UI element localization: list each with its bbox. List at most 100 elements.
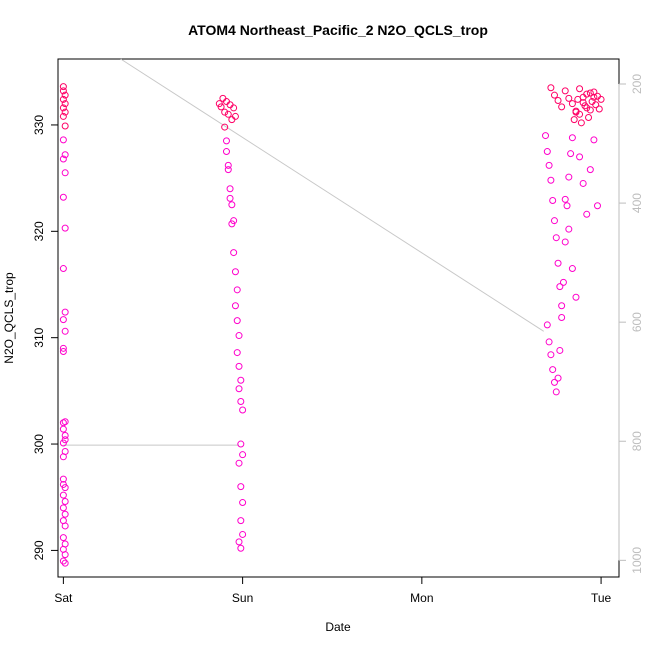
data-point (239, 451, 247, 459)
y-tick-label: 330 (32, 115, 46, 135)
data-point (61, 559, 69, 567)
data-point (576, 153, 584, 161)
data-point (59, 491, 67, 499)
data-point (568, 134, 576, 142)
y-axis: 290 300 310 320 330 (32, 115, 59, 560)
data-point (543, 321, 551, 329)
data-point (550, 378, 558, 386)
data-point (226, 194, 234, 202)
data-point (230, 249, 238, 257)
data-point (585, 114, 593, 122)
data-point (550, 217, 558, 225)
data-point (545, 161, 553, 169)
data-point (239, 499, 247, 507)
data-point (231, 268, 239, 276)
data-point (59, 453, 67, 461)
data-point (226, 185, 234, 193)
data-point (61, 169, 69, 177)
data-point (235, 362, 243, 370)
data-point (239, 406, 247, 414)
y-axis-label: N2O_QCLS_trop (2, 272, 16, 364)
data-point (561, 195, 569, 203)
data-point (59, 557, 67, 565)
data-point (235, 332, 243, 340)
data-point (221, 123, 229, 131)
data-point (61, 497, 69, 505)
data-point (59, 348, 67, 356)
data-point (231, 112, 239, 120)
data-point (549, 196, 557, 204)
data-point (559, 278, 567, 286)
chart-title: ATOM4 Northeast_Pacific_2 N2O_QCLS_trop (188, 22, 488, 38)
data-point (567, 150, 575, 158)
data-point (552, 388, 560, 396)
data-point (583, 104, 591, 112)
data-point (224, 161, 232, 169)
data-point (237, 440, 245, 448)
data-point (237, 517, 245, 525)
data-point (572, 108, 580, 116)
data-point (577, 119, 585, 127)
data-point (61, 522, 69, 530)
data-point (563, 202, 571, 210)
data-point (593, 202, 601, 210)
data-point (61, 432, 69, 440)
data-point (576, 85, 584, 93)
data-point (224, 166, 232, 174)
data-point (556, 283, 564, 291)
data-point (592, 101, 600, 109)
data-point (59, 504, 67, 512)
data-point (547, 351, 555, 359)
y-tick-label: 320 (32, 221, 46, 241)
data-point (61, 108, 69, 116)
y2-tick-label: 600 (630, 312, 644, 332)
data-point (579, 179, 587, 187)
data-point (61, 510, 69, 518)
x-axis: Sat Sun Mon Tue (54, 576, 612, 605)
data-point (61, 100, 69, 108)
data-point (221, 108, 229, 116)
data-point (597, 95, 605, 103)
x-tick-label: Sun (232, 591, 253, 605)
data-point (228, 220, 236, 228)
data-point (576, 110, 584, 118)
data-point (235, 538, 243, 546)
data-point (61, 122, 69, 130)
data-point (231, 302, 239, 310)
series-lines (63, 58, 544, 446)
data-point (222, 148, 230, 156)
data-point (554, 374, 562, 382)
data-point (586, 166, 594, 174)
data-point (59, 193, 67, 201)
data-point (59, 95, 67, 103)
data-point (59, 344, 67, 352)
y2-axis: 200 400 600 800 1000 (618, 74, 644, 574)
data-point (59, 419, 67, 427)
data-point (586, 106, 594, 114)
data-point (558, 313, 566, 321)
data-point (59, 480, 67, 488)
data-point (543, 148, 551, 156)
data-point (237, 376, 245, 384)
data-point (59, 475, 67, 483)
data-point (595, 105, 603, 113)
data-point (59, 155, 67, 163)
y-tick-label: 300 (32, 434, 46, 454)
data-point (59, 112, 67, 120)
data-point (59, 83, 67, 91)
data-point (558, 302, 566, 310)
data-point (237, 397, 245, 405)
data-point (545, 338, 553, 346)
series-points (59, 83, 605, 567)
data-point (550, 91, 558, 99)
data-point (235, 459, 243, 467)
data-point (217, 103, 225, 111)
y2-tick-label: 1000 (630, 547, 644, 574)
data-point (590, 88, 598, 96)
data-point (59, 87, 67, 95)
y-tick-label: 290 (32, 540, 46, 560)
x-tick-label: Mon (410, 591, 433, 605)
data-point (61, 327, 69, 335)
